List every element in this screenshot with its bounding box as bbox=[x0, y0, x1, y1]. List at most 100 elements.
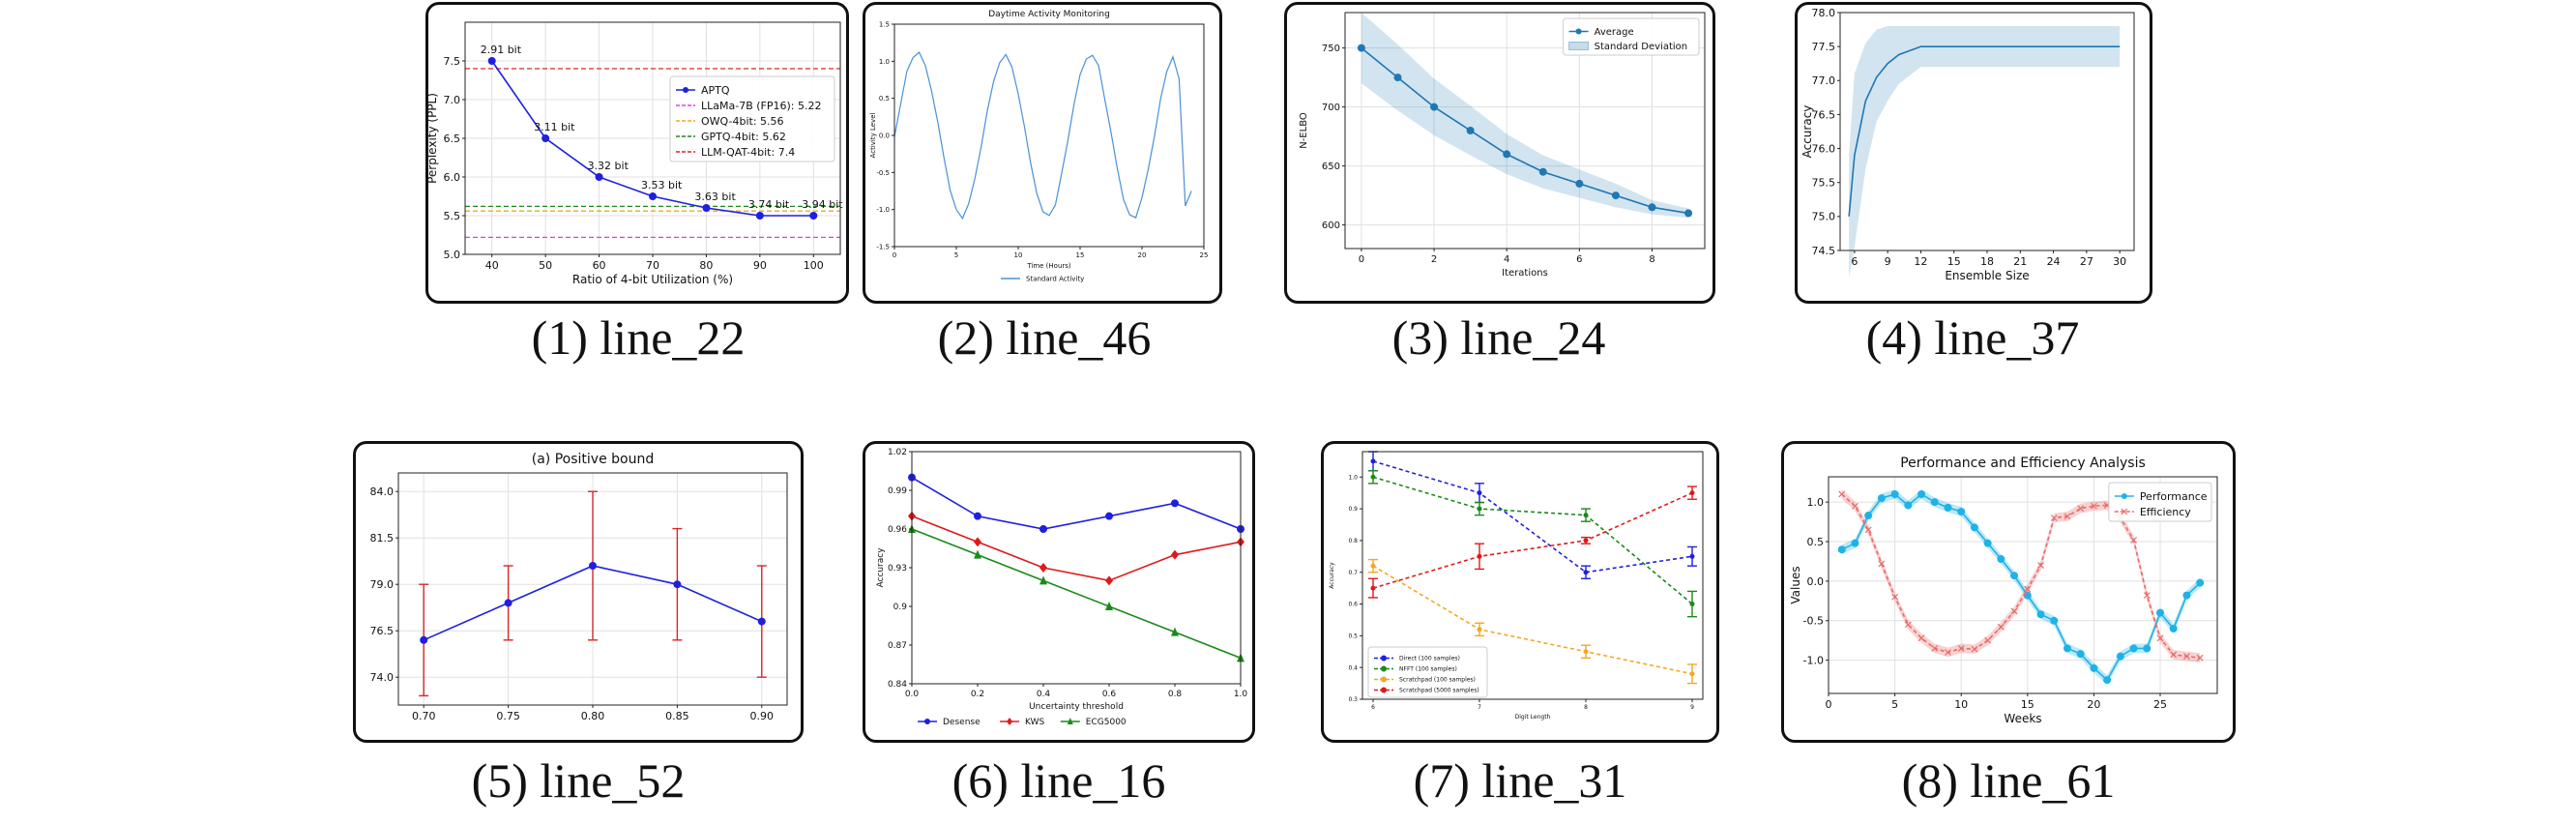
data-point bbox=[1611, 191, 1620, 200]
data-point bbox=[487, 57, 496, 65]
data-point bbox=[1983, 539, 1992, 547]
series-line bbox=[1361, 46, 1689, 215]
chart-svg-6: 0.0 0.2 0.4 0.6 0.8 1.0 0.84 0.87 0.9 0.93 0.96 0.9… bbox=[876, 448, 1247, 727]
y-tick-label: -1.0 bbox=[1803, 655, 1824, 667]
data-point bbox=[1503, 150, 1511, 159]
data-point bbox=[2050, 515, 2058, 521]
legend-marker bbox=[1067, 718, 1073, 724]
legend-label: Standard Activity bbox=[1026, 275, 1084, 282]
plot-frame bbox=[1361, 451, 1704, 700]
series-line bbox=[1841, 493, 2201, 660]
legend-marker bbox=[1575, 28, 1582, 35]
data-point bbox=[595, 173, 603, 181]
y-tick-label: -0.5 bbox=[876, 169, 890, 177]
data-point bbox=[1957, 507, 1966, 515]
y-axis-label: Values bbox=[1789, 566, 1802, 603]
x-tick-label: 70 bbox=[646, 259, 659, 272]
data-point bbox=[2064, 513, 2071, 520]
x-tick-label: 20 bbox=[2087, 698, 2100, 711]
x-tick-label: 40 bbox=[485, 259, 499, 272]
x-tick-label: 6 bbox=[1851, 255, 1858, 268]
data-point bbox=[2037, 562, 2044, 569]
data-point bbox=[1538, 167, 1547, 176]
data-point bbox=[2036, 610, 2045, 619]
data-point bbox=[1917, 489, 1926, 498]
data-point bbox=[1689, 671, 1695, 677]
data-point bbox=[2010, 607, 2018, 615]
legend-box bbox=[669, 75, 835, 162]
data-point bbox=[2183, 653, 2190, 661]
data-point bbox=[1575, 179, 1584, 188]
legend-marker bbox=[1381, 676, 1387, 683]
data-point bbox=[1039, 525, 1047, 533]
y-tick-label: 0.99 bbox=[888, 486, 907, 496]
data-point bbox=[1105, 512, 1113, 520]
data-point bbox=[1944, 503, 1952, 512]
chart-svg-7: 6 7 8 9 0.3 0.4 0.5 0.6 0.7 0.8 0.9 1.0 Digit Length… bbox=[1329, 451, 1704, 721]
data-point bbox=[1689, 602, 1695, 607]
caption-3: (3) line_24 bbox=[1391, 310, 1606, 365]
y-tick-label: 84.0 bbox=[370, 486, 395, 498]
x-tick-label: 0.90 bbox=[750, 710, 775, 722]
data-point bbox=[1039, 563, 1047, 573]
data-point bbox=[2103, 676, 2112, 685]
x-tick-label: 9 bbox=[1690, 704, 1694, 711]
chart-svg-3: 0 2 4 6 8 600 650 700 750 Iterations N-ELBO Average… bbox=[1299, 12, 1706, 279]
x-tick-label: 0.70 bbox=[412, 710, 436, 722]
data-point bbox=[809, 212, 818, 220]
chart-panel-1: 2.91 bit 3.11 bit 3.32 bit 3.53 bit 3.63 bit… bbox=[425, 2, 849, 304]
y-tick-label: 77.5 bbox=[1812, 41, 1836, 53]
caption-6: (6) line_16 bbox=[951, 753, 1166, 808]
chart-panel-5: 0.70 0.75 0.80 0.85 0.90 74.0 76.5 79.0 81.5 84.0… bbox=[353, 441, 804, 743]
chart-svg-2: 0 5 10 15 20 25 -1.5 -1.0 -0.5 0.0 0.5 1.0 1.5 Time (… bbox=[869, 10, 1209, 282]
y-tick-label: 5.5 bbox=[444, 210, 461, 222]
legend-marker bbox=[2121, 493, 2127, 499]
y-tick-label: 0.8 bbox=[1348, 538, 1358, 544]
chart-svg-4: 6 9 12 15 18 21 24 27 30 74.5 75.0 75.5 76.0 76.5 77.0… bbox=[1800, 7, 2135, 282]
y-tick-label: 0.5 bbox=[879, 95, 890, 103]
y-tick-label: 0.9 bbox=[893, 603, 908, 612]
data-point bbox=[1997, 555, 2005, 564]
y-tick-label: 0.5 bbox=[1807, 536, 1825, 548]
x-tick-label: 7 bbox=[1478, 704, 1481, 711]
data-point bbox=[2090, 663, 2098, 672]
data-label: 3.32 bit bbox=[588, 160, 629, 172]
y-tick-label: 0.87 bbox=[888, 641, 907, 651]
x-tick-label: 0.80 bbox=[581, 710, 605, 722]
y-tick-label: -1.5 bbox=[876, 243, 890, 250]
series-line bbox=[893, 51, 1192, 221]
caption-1: (1) line_22 bbox=[531, 310, 746, 365]
band-area bbox=[1849, 26, 2121, 279]
y-tick-label: 0.6 bbox=[1348, 602, 1358, 608]
data-point bbox=[1864, 512, 1873, 520]
x-tick-label: 25 bbox=[1200, 251, 1209, 259]
data-point bbox=[1477, 627, 1482, 633]
data-point bbox=[702, 204, 711, 212]
x-tick-label: 0.6 bbox=[1102, 690, 1117, 699]
data-label: 3.53 bit bbox=[641, 179, 683, 191]
legend-patch bbox=[1568, 42, 1590, 50]
data-point bbox=[1648, 203, 1656, 212]
data-point bbox=[2010, 572, 2019, 580]
data-point bbox=[1971, 645, 1978, 653]
legend-label: Direct (100 samples) bbox=[1399, 656, 1460, 662]
data-point bbox=[2196, 578, 2205, 587]
y-axis-label: Accuracy bbox=[1800, 105, 1814, 159]
legend-label: GPTQ-4bit: 5.62 bbox=[701, 131, 786, 143]
y-tick-label: 77.0 bbox=[1812, 74, 1836, 87]
y-tick-label: 650 bbox=[1322, 162, 1340, 172]
x-tick-label: 0.8 bbox=[1168, 690, 1183, 699]
y-tick-label: 76.5 bbox=[370, 625, 395, 637]
y-axis-label: Accuracy bbox=[876, 547, 886, 588]
data-point bbox=[2129, 644, 2138, 653]
y-axis-label: Accuracy bbox=[1329, 562, 1335, 589]
caption-8: (8) line_61 bbox=[1901, 753, 2116, 808]
chart-svg-8: 0 5 10 15 20 25 -1.0 -0.5 0.0 0.5 1.0 Weeks Values Pe… bbox=[1789, 456, 2218, 725]
chart-panel-6: 0.0 0.2 0.4 0.6 0.8 1.0 0.84 0.87 0.9 0.93 0.96 0.9… bbox=[863, 441, 1255, 743]
x-tick-label: 21 bbox=[2013, 255, 2027, 268]
data-point bbox=[2076, 650, 2085, 659]
data-point bbox=[1904, 621, 1912, 629]
data-point bbox=[2156, 608, 2165, 617]
x-axis-label: Weeks bbox=[2004, 712, 2041, 725]
chart-title: Performance and Efficiency Analysis bbox=[1900, 456, 2146, 471]
